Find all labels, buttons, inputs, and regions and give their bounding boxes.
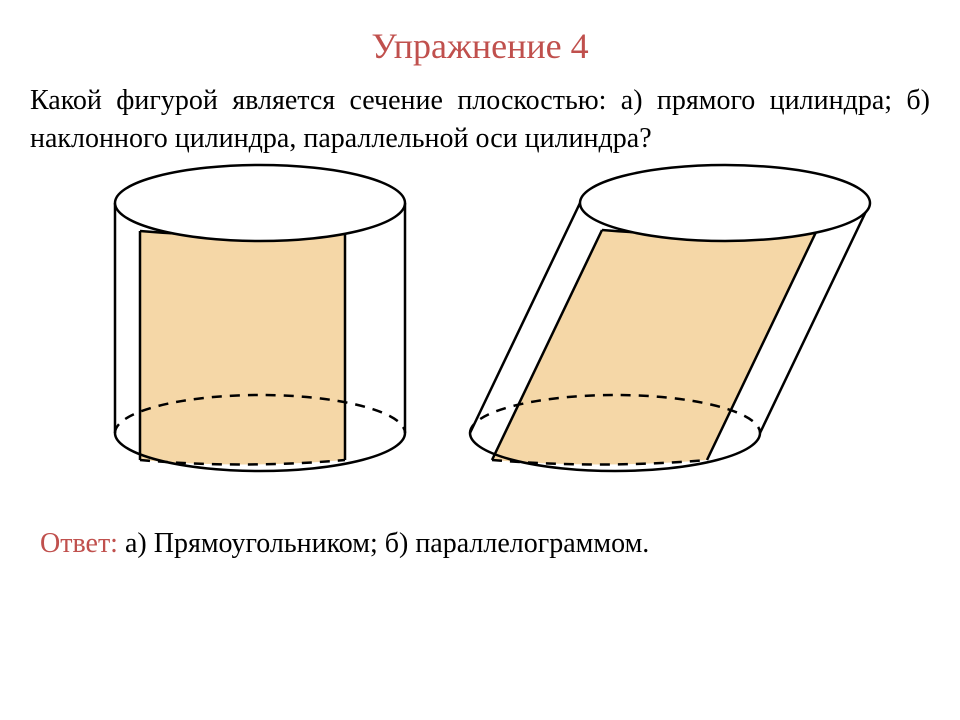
question-text: Какой фигурой является сечение плоскость… [0,82,960,158]
answer-part-a: а) Прямоугольником; [125,528,378,559]
answer-label: Ответ: [40,528,118,559]
cylinders-diagram [0,158,960,528]
diagram-container [0,158,960,528]
answer-part-b: б) параллелограммом. [385,528,650,559]
exercise-title: Упражнение 4 [0,0,960,82]
answer-line: Ответ: а) Прямоугольником; б) параллелог… [0,528,960,560]
